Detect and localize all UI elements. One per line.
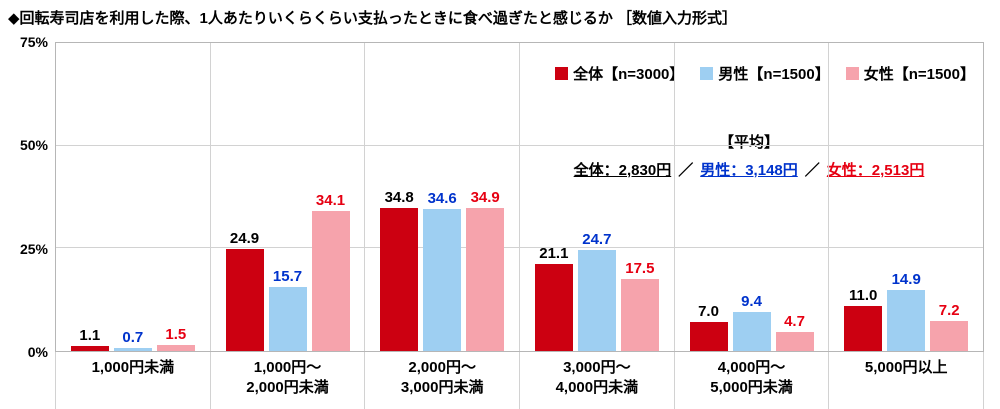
plot-area: 全体【n=3000】 男性【n=1500】 女性【n=1500】 【平均】 全体：2… <box>55 42 984 352</box>
bar-value-label: 11.0 <box>849 286 878 304</box>
category-label: 5,000円以上 <box>828 352 983 409</box>
bar: 1.5 <box>156 326 195 351</box>
average-value: 女性：2,513円 <box>826 162 925 179</box>
bar: 15.7 <box>268 268 307 351</box>
legend-item: 全体【n=3000】 <box>555 63 684 84</box>
bar-value-label: 1.1 <box>79 327 101 345</box>
y-axis: 0% 25% 50% 75% <box>0 34 48 360</box>
bar: 14.9 <box>887 271 926 351</box>
bar-value-label: 24.7 <box>582 230 612 248</box>
legend: 全体【n=3000】 男性【n=1500】 女性【n=1500】 <box>555 63 975 84</box>
bar-value-label: 34.1 <box>315 191 346 209</box>
bar-value-label: 21.1 <box>539 245 569 263</box>
bar: 11.0 <box>844 287 883 351</box>
bar: 34.6 <box>423 190 462 351</box>
y-tick-label: 50% <box>19 137 48 154</box>
bar-value-label: 17.5 <box>625 260 655 278</box>
average-value: 全体：2,830円 <box>573 162 672 179</box>
bar-value-label: 0.7 <box>122 329 144 347</box>
category-label: 1,000円未満 <box>91 359 175 376</box>
chart-title: ◆回転寿司店を利用した際、1人あたりいくらくらい支払ったときに食べ過ぎたと感じる… <box>8 10 738 27</box>
average-separator: ／ <box>804 162 820 179</box>
category-label: 2,000円～ 3,000円未満 <box>364 352 519 409</box>
legend-label: 女性【n=1500】 <box>863 66 975 83</box>
category-label: 3,000円～ 4,000円未満 <box>519 352 674 409</box>
bar: 7.2 <box>930 302 969 351</box>
bar-group: 1.1 0.7 1.5 <box>56 43 210 351</box>
average-heading: 【平均】 <box>718 134 779 151</box>
average-annotation: 【平均】 全体：2,830円 ／ 男性：3,148円 ／ 女性：2,513円 <box>519 131 979 180</box>
bar: 4.7 <box>775 313 814 351</box>
average-value: 男性：3,148円 <box>700 162 798 179</box>
category-label: 1,000円～ 2,000円未満 <box>209 352 365 409</box>
y-tick-label: 0% <box>27 344 48 360</box>
bar-group: 21.1 24.7 17.5 <box>519 43 674 351</box>
legend-swatch <box>555 67 569 80</box>
bar: 9.4 <box>732 293 771 351</box>
bar: 24.9 <box>225 230 264 351</box>
bar: 1.1 <box>70 327 109 351</box>
bar-value-label: 7.0 <box>698 303 719 321</box>
bar-value-label: 24.9 <box>229 229 260 247</box>
bar-value-label: 4.7 <box>784 312 805 330</box>
average-values: 全体：2,830円 ／ 男性：3,148円 ／ 女性：2,513円 <box>519 159 979 180</box>
bar-value-label: 34.8 <box>384 189 414 207</box>
bar-value-label: 14.9 <box>891 270 921 288</box>
legend-swatch <box>845 67 859 80</box>
bar: 34.8 <box>380 189 419 351</box>
bar-group: 11.0 14.9 7.2 <box>828 43 983 351</box>
legend-item: 男性【n=1500】 <box>700 63 830 84</box>
bar: 17.5 <box>620 260 659 351</box>
average-separator: ／ <box>678 162 694 179</box>
x-axis-labels: 1,000円未満 1,000円～ 2,000円未満 2,000円～ 3,000円未満… <box>55 352 984 409</box>
y-tick-label: 75% <box>19 34 48 50</box>
bar: 0.7 <box>113 329 152 351</box>
bar-value-label: 34.6 <box>427 189 457 207</box>
bar-group: 34.8 34.6 34.9 <box>364 43 519 351</box>
bar-value-label: 1.5 <box>165 325 187 343</box>
bar: 21.1 <box>534 245 573 351</box>
legend-item: 女性【n=1500】 <box>845 63 975 84</box>
y-tick-label: 25% <box>19 240 48 257</box>
bar: 34.9 <box>466 189 505 351</box>
bar-group: 24.9 15.7 34.1 <box>209 43 365 351</box>
bar-value-label: 9.4 <box>741 293 762 311</box>
bar-group: 7.0 9.4 4.7 <box>673 43 829 351</box>
legend-label: 男性【n=1500】 <box>718 66 830 83</box>
legend-label: 全体【n=3000】 <box>573 66 685 83</box>
bar: 24.7 <box>577 231 616 351</box>
bar: 34.1 <box>311 192 350 351</box>
bar-value-label: 7.2 <box>938 302 960 320</box>
legend-swatch <box>700 67 714 80</box>
bar-value-label: 15.7 <box>272 267 303 285</box>
bar-value-label: 34.9 <box>470 188 500 206</box>
bar: 7.0 <box>689 303 728 351</box>
category-label: 4,000円～ 5,000円未満 <box>673 352 829 409</box>
